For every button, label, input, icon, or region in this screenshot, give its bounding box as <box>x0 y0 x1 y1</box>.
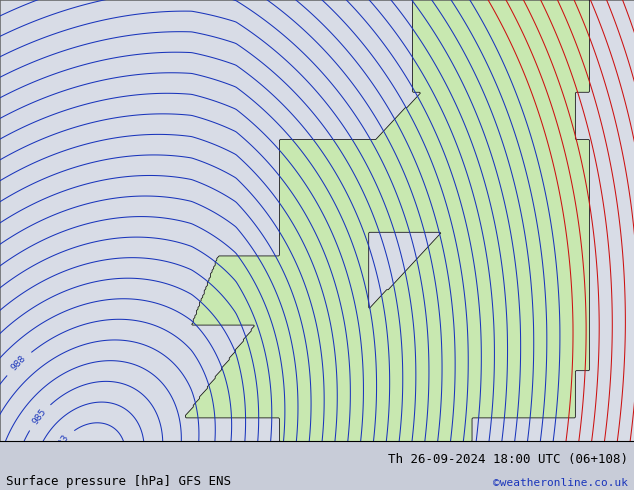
Text: Surface pressure [hPa] GFS ENS: Surface pressure [hPa] GFS ENS <box>6 474 231 488</box>
Text: 988: 988 <box>10 354 28 373</box>
Text: ©weatheronline.co.uk: ©weatheronline.co.uk <box>493 478 628 488</box>
Text: 1011: 1011 <box>501 479 514 490</box>
Text: Th 26-09-2024 18:00 UTC (06+108): Th 26-09-2024 18:00 UTC (06+108) <box>387 452 628 466</box>
Text: 1004: 1004 <box>412 471 425 490</box>
Text: 983: 983 <box>54 433 71 452</box>
Text: 982: 982 <box>95 463 111 482</box>
Text: 1014: 1014 <box>543 457 555 481</box>
Text: 985: 985 <box>30 407 48 427</box>
Text: 984: 984 <box>122 483 139 490</box>
